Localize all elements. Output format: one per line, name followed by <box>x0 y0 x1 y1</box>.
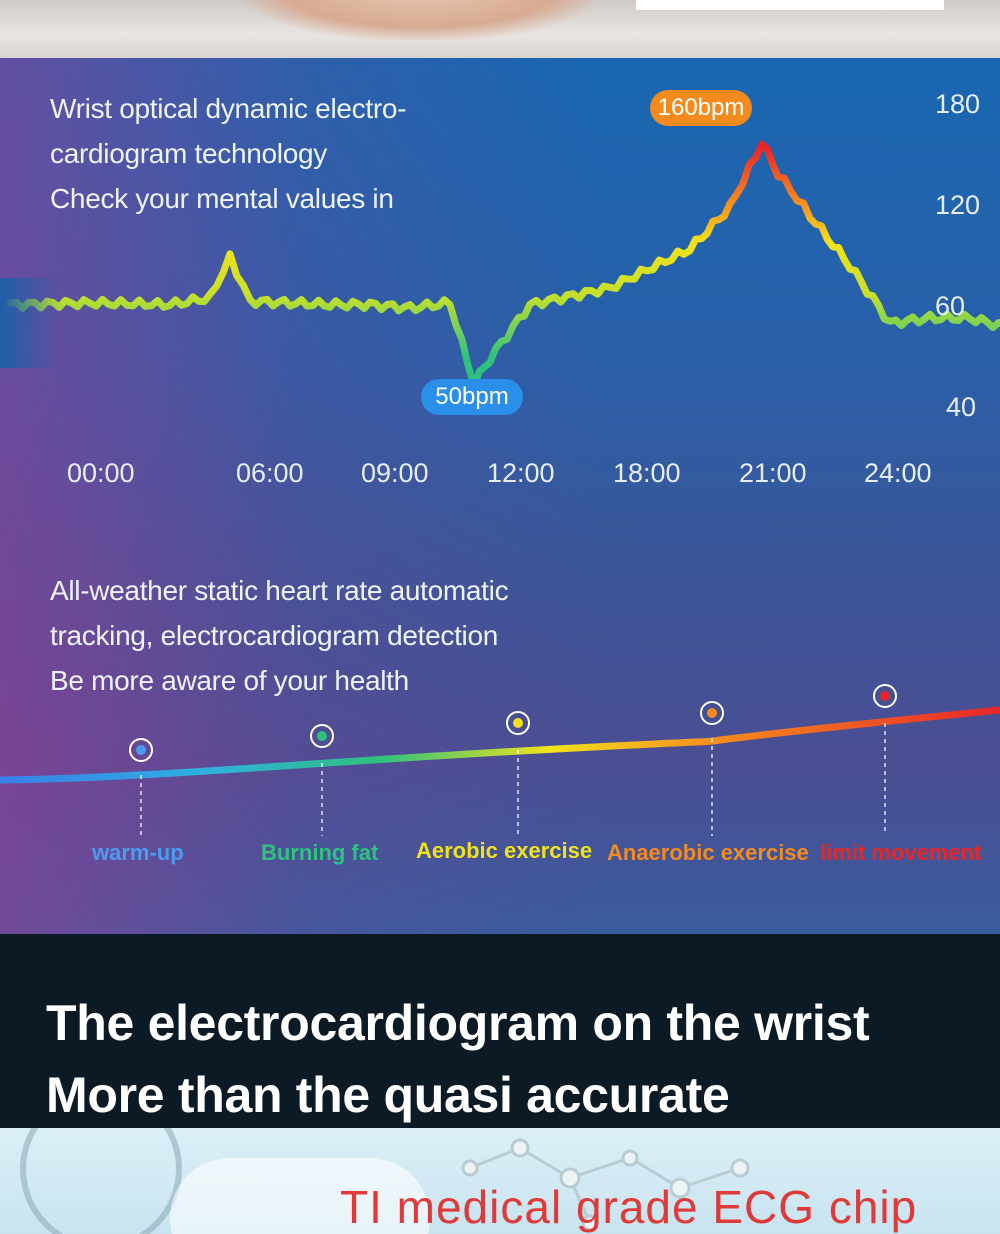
peak-bpm-badge: 160bpm <box>650 90 752 126</box>
x-tick-label: 24:00 <box>864 458 932 488</box>
x-tick-label: 00:00 <box>67 458 135 488</box>
chip-banner: TI medical grade ECG chip <box>0 1128 1000 1234</box>
heart-rate-panel: Wrist optical dynamic electro- cardiogra… <box>0 58 1000 934</box>
zone-label: Burning fat <box>261 840 379 865</box>
hand-image <box>240 0 600 40</box>
zone-marker-dot <box>136 745 146 755</box>
line-fade <box>0 278 60 368</box>
intensity-curve <box>0 706 1000 784</box>
zone-label: limit movement <box>820 840 982 865</box>
zone-marker-dot <box>513 718 523 728</box>
intro-line-1: Wrist optical dynamic electro- <box>50 93 407 124</box>
x-tick-label: 09:00 <box>361 458 429 488</box>
zone-marker-ring <box>129 738 153 762</box>
tracking-line-1: All-weather static heart rate automatic <box>50 575 509 606</box>
zone-marker-dot <box>880 691 890 701</box>
zone-marker-dot <box>707 708 717 718</box>
x-tick-label: 12:00 <box>487 458 555 488</box>
headline-section: The electrocardiogram on the wrist More … <box>0 934 1000 1128</box>
photo-label-strip <box>636 0 944 10</box>
heart-rate-line <box>6 140 1000 390</box>
x-tick-label: 06:00 <box>236 458 304 488</box>
zone-marker-ring <box>310 724 334 748</box>
y-tick-label: 40 <box>946 392 977 422</box>
zone-marker-ring <box>873 684 897 708</box>
y-tick-label: 120 <box>935 190 981 220</box>
zone-marker-dot <box>317 731 327 741</box>
y-tick-label: 180 <box>935 89 981 119</box>
intro-line-2: cardiogram technology <box>50 138 327 169</box>
background-cloth <box>170 1158 430 1234</box>
heart-rate-chart <box>0 140 1000 838</box>
top-product-photo <box>0 0 1000 58</box>
tracking-line-3: Be more aware of your health <box>50 665 409 696</box>
chip-title: TI medical grade ECG chip <box>340 1181 918 1233</box>
molecule-icon <box>461 1138 750 1232</box>
x-tick-label: 21:00 <box>739 458 807 488</box>
zone-label: Anaerobic exercise <box>607 840 809 865</box>
zone-label: Aerobic exercise <box>416 838 593 863</box>
zone-marker-ring <box>700 701 724 725</box>
tracking-line-2: tracking, electrocardiogram detection <box>50 620 499 651</box>
zone-label: warm-up <box>92 840 184 865</box>
stethoscope-image <box>20 1128 182 1234</box>
headline-line-2: More than the quasi accurate <box>46 1067 730 1123</box>
low-bpm-badge: 50bpm <box>421 379 523 415</box>
y-tick-label: 60 <box>935 291 966 321</box>
headline-line-1: The electrocardiogram on the wrist <box>46 995 870 1051</box>
zone-marker-ring <box>506 711 530 735</box>
x-tick-label: 18:00 <box>613 458 681 488</box>
intro-line-3: Check your mental values in <box>50 183 394 214</box>
